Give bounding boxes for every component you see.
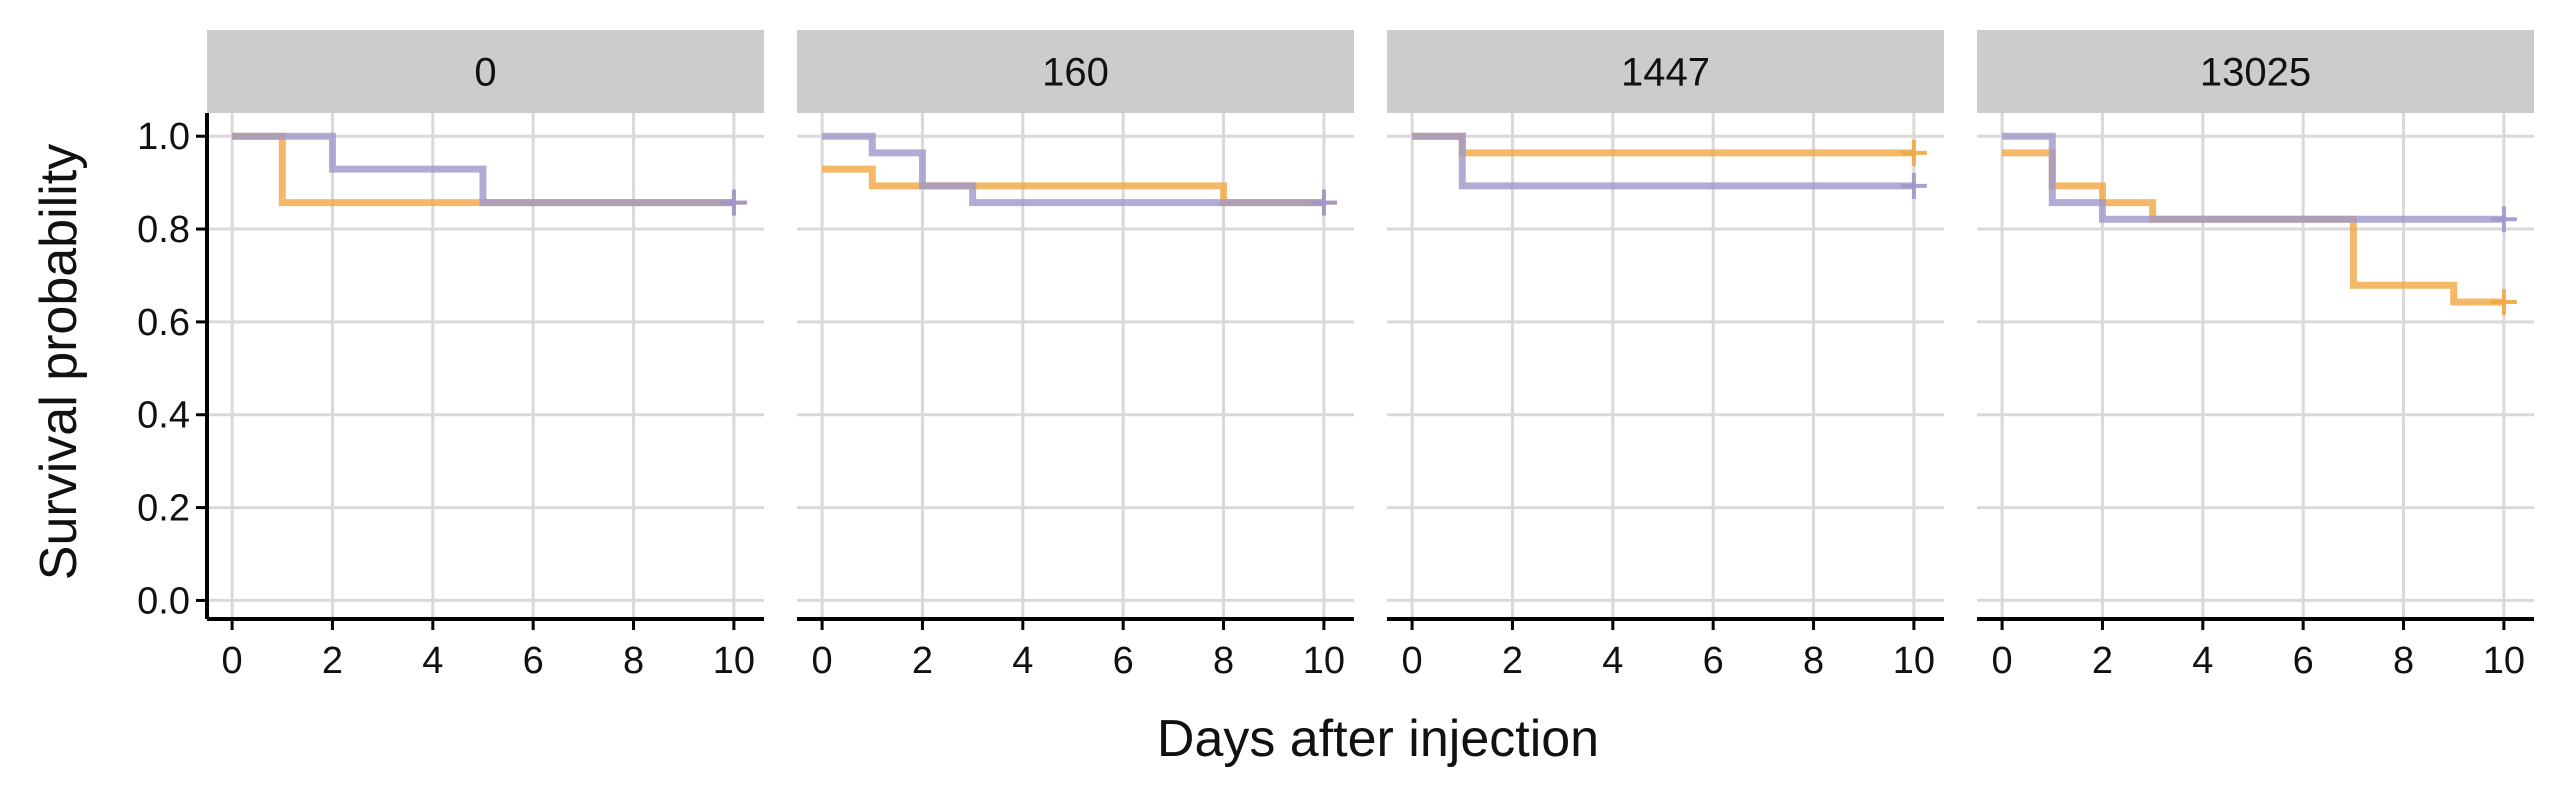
x-tick-label: 6 (1113, 640, 1134, 682)
x-tick-label: 0 (1402, 640, 1423, 682)
facet-strip (1977, 30, 2534, 113)
plot-area (1387, 113, 1944, 619)
facet-strip-label: 0 (474, 51, 496, 95)
x-axis-title: Days after injection (1157, 710, 1599, 768)
y-axis-title: Survival probability (30, 144, 88, 580)
plot-area (1977, 113, 2534, 619)
x-tick-label: 10 (2483, 640, 2525, 682)
facet-strip-label: 1447 (1621, 51, 1710, 95)
x-tick-label: 0 (222, 640, 243, 682)
x-tick-label: 4 (1602, 640, 1623, 682)
x-tick-label: 10 (1893, 640, 1935, 682)
facet-panel-13025: 13025 0 2 4 6 8 10 (1977, 30, 2534, 682)
x-tick-label: 4 (2192, 640, 2213, 682)
x-tick-label: 4 (422, 640, 443, 682)
facet-strip (1387, 30, 1944, 113)
y-tick-label: 1.0 (137, 116, 190, 158)
survival-curve-2 (1412, 132, 1914, 190)
facet-panel-160: 160 0 2 4 6 8 10 (797, 30, 1354, 682)
x-tick-label: 2 (322, 640, 343, 682)
x-tick-label: 8 (2393, 640, 2414, 682)
x-tick-label: 8 (1803, 640, 1824, 682)
x-tick-label: 2 (1502, 640, 1523, 682)
y-tick-label: 0.2 (137, 488, 190, 530)
facet-panel-0: 0 0 2 4 6 8 10 0.0 0.2 0.4 0.6 0.8 1.0 (137, 30, 764, 682)
x-tick-label: 8 (623, 640, 644, 682)
x-tick-label: 10 (1303, 640, 1345, 682)
survival-curve-2 (232, 132, 734, 207)
plot-area (797, 113, 1354, 619)
facet-strip-label: 13025 (2200, 51, 2311, 95)
facet-strip-label: 160 (1042, 51, 1109, 95)
x-tick-label: 0 (812, 640, 833, 682)
x-tick-label: 6 (1703, 640, 1724, 682)
x-tick-label: 6 (2293, 640, 2314, 682)
x-tick-label: 4 (1012, 640, 1033, 682)
y-tick-label: 0.6 (137, 302, 190, 344)
x-tick-label: 6 (523, 640, 544, 682)
x-tick-label: 8 (1213, 640, 1234, 682)
x-tick-label: 2 (912, 640, 933, 682)
facet-panel-1447: 1447 0 2 4 6 8 10 (1387, 30, 1944, 682)
x-tick-label: 10 (713, 640, 755, 682)
x-tick-label: 0 (1992, 640, 2013, 682)
y-tick-label: 0.8 (137, 209, 190, 251)
survival-curve-2 (822, 132, 1324, 207)
y-tick-label: 0.0 (137, 580, 190, 622)
x-tick-label: 2 (2092, 640, 2113, 682)
facet-strip (207, 30, 764, 113)
y-tick-label: 0.4 (137, 395, 190, 437)
facet-strip (797, 30, 1354, 113)
survival-curve-2 (2002, 132, 2504, 223)
